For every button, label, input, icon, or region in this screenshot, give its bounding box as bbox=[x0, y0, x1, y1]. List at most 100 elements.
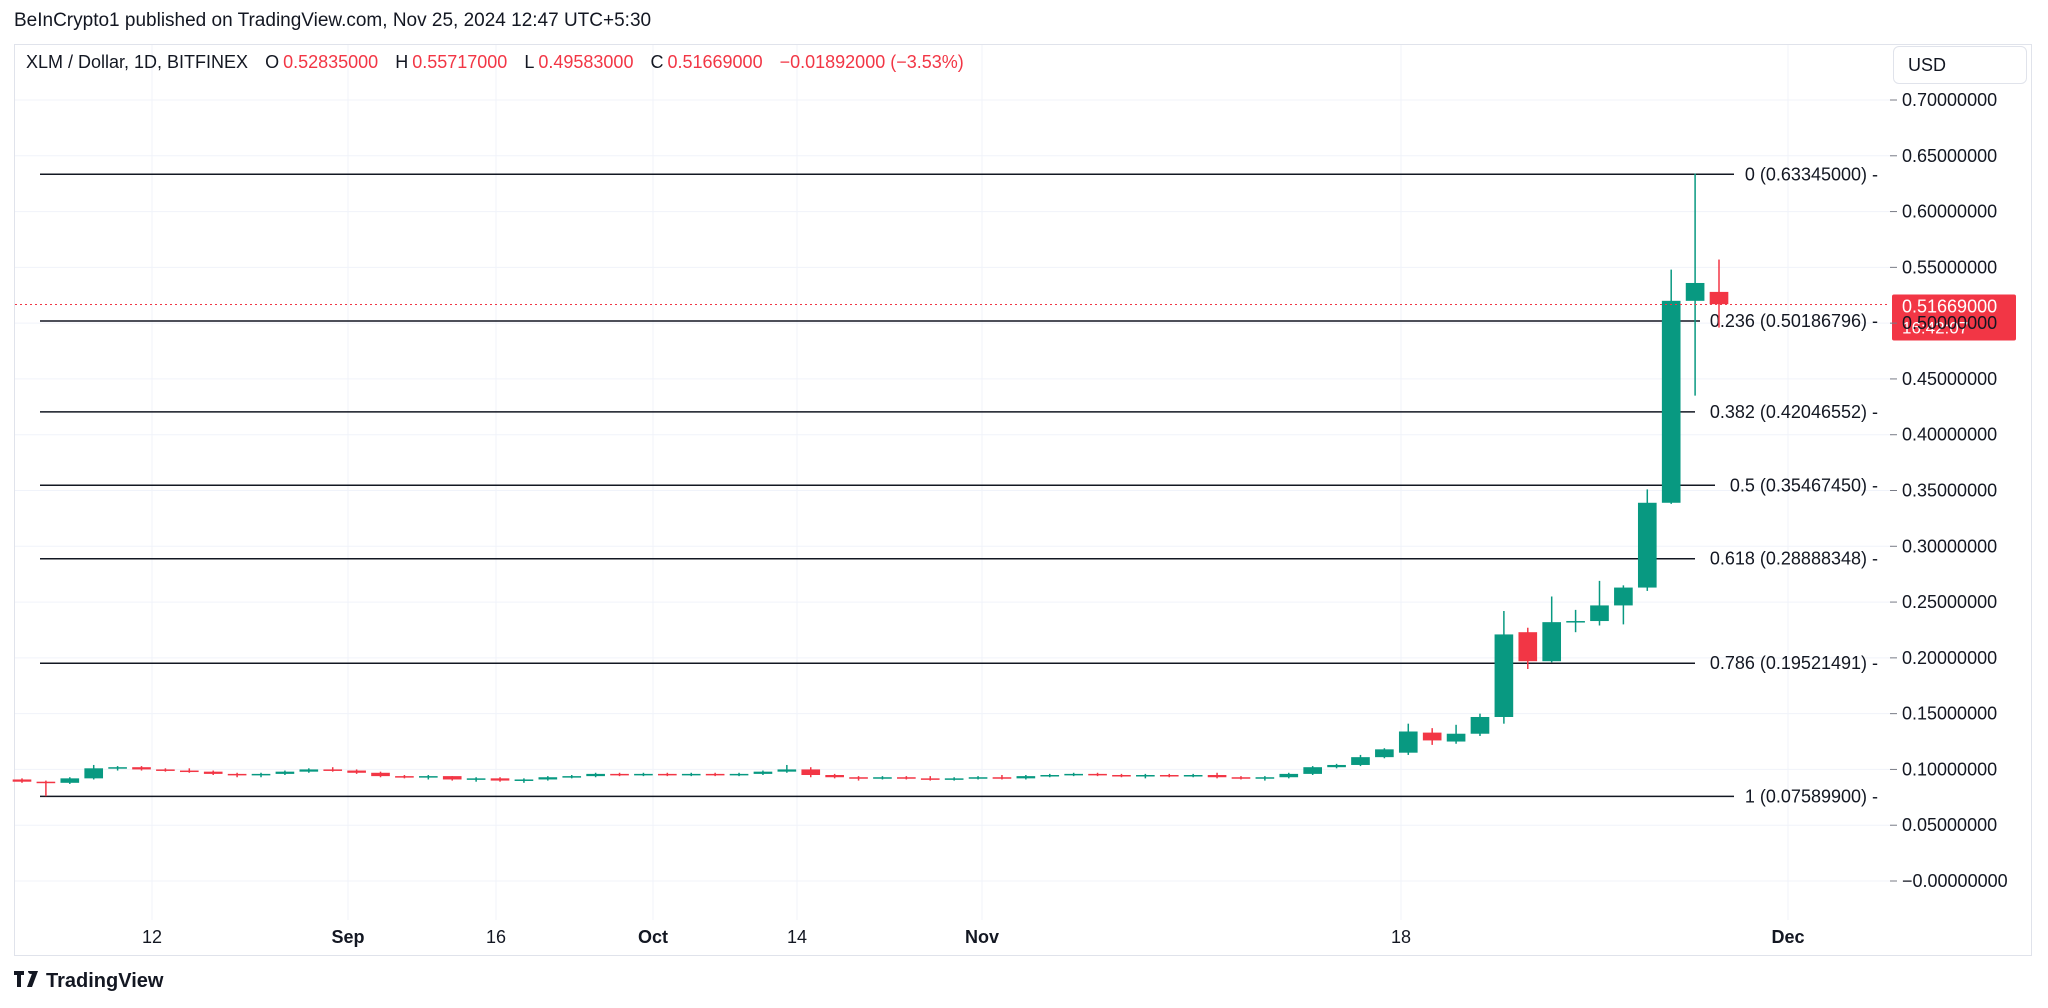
candle-body bbox=[227, 773, 247, 776]
candle-body bbox=[1064, 773, 1083, 776]
candle[interactable] bbox=[1375, 748, 1394, 759]
candle[interactable] bbox=[1637, 489, 1657, 591]
candle[interactable] bbox=[1279, 772, 1299, 779]
low-value: 0.49583000 bbox=[538, 52, 634, 72]
candle-body bbox=[610, 773, 629, 776]
candle[interactable] bbox=[1542, 596, 1562, 663]
candle[interactable] bbox=[801, 767, 821, 778]
candle[interactable] bbox=[156, 768, 175, 772]
open-value: 0.52835000 bbox=[283, 52, 379, 72]
symbol-legend: XLM / Dollar, 1D, BITFINEX O 0.52835000 H… bbox=[26, 52, 968, 73]
candle[interactable] bbox=[1566, 609, 1585, 633]
candle[interactable] bbox=[992, 775, 1012, 780]
candle[interactable] bbox=[1518, 627, 1538, 670]
candle[interactable] bbox=[849, 776, 868, 781]
candle[interactable] bbox=[132, 766, 151, 771]
candle[interactable] bbox=[347, 769, 366, 774]
candle-body bbox=[992, 777, 1012, 779]
candle[interactable] bbox=[1422, 728, 1442, 745]
candle[interactable] bbox=[275, 770, 295, 776]
candle[interactable] bbox=[705, 772, 725, 777]
candle-body bbox=[251, 773, 271, 776]
candle-body bbox=[1614, 587, 1633, 606]
currency-selector[interactable]: USD bbox=[1893, 46, 2027, 84]
candle-body bbox=[586, 773, 605, 777]
candle[interactable] bbox=[442, 776, 462, 781]
candle[interactable] bbox=[203, 770, 223, 776]
candle-body bbox=[1016, 776, 1036, 779]
current-price-badge bbox=[1892, 294, 2016, 341]
candle[interactable] bbox=[371, 771, 390, 778]
candle[interactable] bbox=[729, 772, 749, 777]
candle[interactable] bbox=[586, 772, 605, 778]
candle-body bbox=[753, 771, 773, 774]
candle[interactable] bbox=[538, 776, 558, 781]
candle[interactable] bbox=[1351, 754, 1370, 767]
low-label: L bbox=[524, 52, 535, 72]
candle[interactable] bbox=[825, 773, 844, 779]
candle[interactable] bbox=[944, 777, 964, 781]
candle[interactable] bbox=[227, 772, 247, 778]
candle[interactable] bbox=[1159, 773, 1179, 778]
y-tick-label: 0.35000000 bbox=[1902, 481, 1997, 501]
candle[interactable] bbox=[514, 778, 534, 783]
candle[interactable] bbox=[873, 776, 892, 780]
candle[interactable] bbox=[1709, 259, 1729, 328]
candle[interactable] bbox=[1112, 773, 1131, 778]
candle[interactable] bbox=[299, 768, 319, 773]
candle[interactable] bbox=[777, 764, 797, 773]
candle[interactable] bbox=[1255, 776, 1275, 781]
candle[interactable] bbox=[1207, 772, 1227, 779]
candle[interactable] bbox=[1685, 173, 1705, 396]
candle[interactable] bbox=[1590, 580, 1609, 626]
candle[interactable] bbox=[610, 772, 629, 777]
candle[interactable] bbox=[562, 775, 582, 779]
candle[interactable] bbox=[84, 764, 104, 780]
candle[interactable] bbox=[1231, 776, 1251, 780]
candle[interactable] bbox=[12, 778, 32, 783]
candle[interactable] bbox=[251, 772, 271, 778]
candle[interactable] bbox=[419, 775, 438, 780]
candle[interactable] bbox=[1136, 773, 1155, 779]
candle-body bbox=[801, 769, 821, 776]
candle[interactable] bbox=[753, 770, 773, 776]
candle[interactable] bbox=[1470, 713, 1490, 736]
candle[interactable] bbox=[1040, 773, 1060, 778]
candle[interactable] bbox=[395, 775, 414, 779]
candle[interactable] bbox=[1614, 585, 1633, 625]
candle[interactable] bbox=[490, 777, 510, 782]
candle-body bbox=[1470, 716, 1490, 734]
candle[interactable] bbox=[36, 780, 56, 797]
candle[interactable] bbox=[1494, 610, 1514, 724]
tradingview-brand[interactable]: TradingView bbox=[14, 968, 163, 993]
candle[interactable] bbox=[658, 772, 677, 777]
symbol-name[interactable]: XLM / Dollar, 1D, BITFINEX bbox=[26, 52, 249, 72]
candle[interactable] bbox=[179, 768, 199, 773]
candle[interactable] bbox=[1661, 269, 1681, 504]
candle[interactable] bbox=[968, 776, 988, 780]
candle-body bbox=[347, 770, 366, 773]
candle-body bbox=[849, 777, 868, 779]
candle[interactable] bbox=[1064, 772, 1083, 777]
candle[interactable] bbox=[634, 772, 653, 777]
candle[interactable] bbox=[920, 776, 940, 781]
close-value: 0.51669000 bbox=[667, 52, 763, 72]
candle[interactable] bbox=[1088, 772, 1107, 777]
chart-frame bbox=[14, 44, 2032, 956]
candle[interactable] bbox=[1016, 775, 1036, 780]
y-tick-label: 0.40000000 bbox=[1902, 425, 1997, 445]
candle[interactable] bbox=[1446, 724, 1466, 744]
candle[interactable] bbox=[1398, 723, 1418, 755]
candle[interactable] bbox=[1327, 763, 1346, 769]
candle[interactable] bbox=[1183, 773, 1203, 778]
candle[interactable] bbox=[897, 776, 916, 780]
candle[interactable] bbox=[1303, 766, 1322, 776]
candle[interactable] bbox=[466, 777, 486, 782]
candle[interactable] bbox=[60, 777, 80, 784]
candle[interactable] bbox=[323, 767, 343, 772]
candle[interactable] bbox=[681, 772, 701, 777]
candle-body bbox=[1183, 775, 1203, 777]
candle[interactable] bbox=[108, 766, 127, 771]
candle-body bbox=[1494, 634, 1514, 717]
